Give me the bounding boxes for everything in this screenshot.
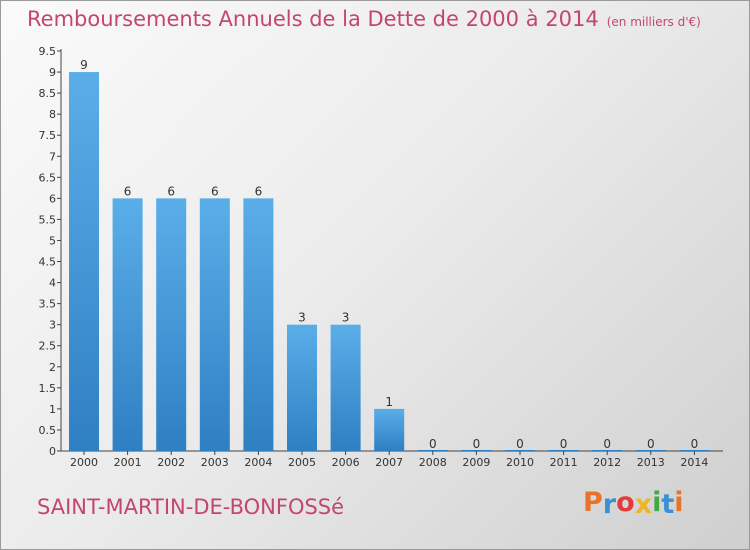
bar — [461, 450, 492, 451]
x-tick-label: 2012 — [593, 456, 621, 469]
bar — [69, 72, 99, 451]
bar — [287, 324, 317, 451]
x-tick-label: 2000 — [70, 456, 98, 469]
y-tick-label: 7 — [49, 150, 56, 163]
bar — [548, 450, 579, 451]
y-tick-label: 3.5 — [39, 298, 57, 311]
data-label: 6 — [211, 184, 219, 198]
bars — [69, 72, 710, 451]
y-tick-label: 1.5 — [39, 382, 57, 395]
x-tick-label: 2014 — [680, 456, 708, 469]
bar — [635, 450, 666, 451]
data-label: 0 — [603, 437, 611, 451]
bar — [679, 450, 710, 451]
y-tick-label: 2.5 — [39, 340, 57, 353]
commune-name: SAINT-MARTIN-DE-BONFOSSé — [37, 495, 345, 519]
brand-logo: Proxiti — [583, 487, 684, 520]
data-label: 3 — [298, 311, 306, 325]
x-tick-label: 2013 — [637, 456, 665, 469]
bar — [592, 450, 623, 451]
bar — [505, 450, 535, 451]
bar — [417, 450, 448, 451]
data-label: 3 — [342, 311, 350, 325]
x-tick-label: 2011 — [550, 456, 578, 469]
data-label: 0 — [647, 437, 655, 451]
y-tick-label: 3 — [49, 319, 56, 332]
data-label: 6 — [124, 184, 132, 198]
data-label: 0 — [516, 437, 524, 451]
y-tick-label: 5 — [49, 234, 56, 247]
chart-unit: (en milliers d'€) — [606, 15, 701, 29]
y-tick-label: 4 — [49, 277, 56, 290]
data-labels: 9 6 6 6 6 3 3 1 0 0 0 0 0 0 0 — [80, 58, 698, 451]
bar — [374, 408, 405, 451]
x-tick-label: 2008 — [419, 456, 447, 469]
bar — [199, 198, 230, 451]
x-tick-label: 2009 — [462, 456, 490, 469]
y-tick-label: 9.5 — [39, 45, 57, 58]
x-tick-label: 2006 — [332, 456, 360, 469]
x-tick-label: 2002 — [157, 456, 185, 469]
y-tick-label: 0.5 — [39, 424, 57, 437]
x-tick-label: 2010 — [506, 456, 534, 469]
x-tick-label: 2005 — [288, 456, 316, 469]
x-tick-label: 2004 — [244, 456, 272, 469]
x-tick-label: 2003 — [201, 456, 229, 469]
y-tick-label: 9 — [49, 66, 56, 79]
y-tick-label: 7.5 — [39, 129, 57, 142]
chart-title: Remboursements Annuels de la Dette de 20… — [27, 7, 701, 31]
data-label: 0 — [429, 437, 437, 451]
y-tick-label: 8.5 — [39, 87, 57, 100]
data-label: 0 — [473, 437, 481, 451]
chart-title-text: Remboursements Annuels de la Dette de 20… — [27, 7, 599, 31]
y-tick-label: 6.5 — [39, 171, 57, 184]
x-tick-label: 2007 — [375, 456, 403, 469]
data-label: 0 — [560, 437, 568, 451]
y-tick-label: 0 — [49, 445, 56, 458]
bar — [112, 198, 143, 451]
axes: 0 0.5 1 1.5 2 2.5 3 3.5 4 4.5 5 5.5 6 6.5 7 7.5 8 8.5 9 9.5… — [39, 45, 723, 469]
y-tick-label: 8 — [49, 108, 56, 121]
x-tick-label: 2001 — [114, 456, 142, 469]
y-tick-label: 6 — [49, 192, 56, 205]
y-tick-label: 5.5 — [39, 213, 57, 226]
y-tick-label: 4.5 — [39, 256, 57, 269]
data-label: 9 — [80, 58, 88, 72]
data-label: 6 — [167, 184, 175, 198]
bar — [243, 198, 274, 451]
y-tick-label: 1 — [49, 403, 56, 416]
bar — [156, 198, 187, 451]
data-label: 0 — [691, 437, 699, 451]
bar — [330, 324, 361, 451]
y-tick-label: 2 — [49, 361, 56, 374]
data-label: 1 — [385, 395, 393, 409]
data-label: 6 — [255, 184, 263, 198]
